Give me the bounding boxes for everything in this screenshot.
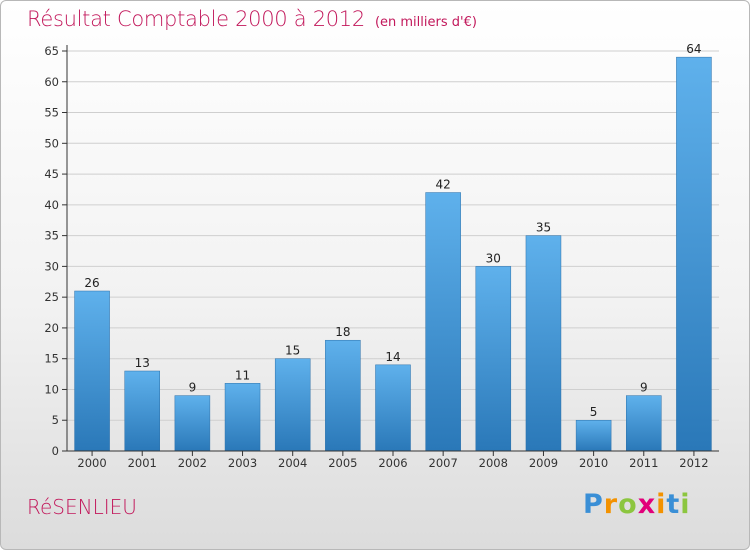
data-label: 9: [189, 381, 197, 395]
data-label: 14: [385, 350, 400, 364]
data-label: 35: [536, 221, 551, 235]
x-tick-label: 2008: [479, 456, 508, 470]
bar: [325, 339, 361, 452]
y-tick-label: 50: [44, 136, 59, 150]
data-label: 11: [235, 368, 250, 382]
bar: [676, 56, 712, 452]
y-tick-label: 30: [44, 259, 59, 273]
x-tick-label: 2012: [679, 456, 708, 470]
logo-letter: r: [603, 489, 619, 520]
bar: [224, 383, 261, 452]
logo-letter: t: [666, 489, 681, 520]
y-tick-label: 60: [44, 75, 59, 89]
y-tick-label: 25: [44, 290, 59, 304]
logo-letter: x: [637, 489, 657, 520]
x-tick-label: 2006: [378, 456, 407, 470]
y-tick-label: 40: [44, 198, 59, 212]
logo-letter: P: [583, 489, 604, 520]
x-tick-label: 2004: [278, 456, 307, 470]
x-tick-label: 2011: [629, 456, 658, 470]
bar: [425, 192, 461, 452]
y-tick-label: 5: [52, 413, 59, 427]
bar: [375, 364, 411, 452]
bars: [74, 56, 712, 452]
labels: 2000 26 2001 13 2002 9 2003 11 2004 15 2005 18 2006 1…: [77, 42, 708, 470]
x-tick-label: 2003: [228, 456, 257, 470]
title-unit: (en milliers d'€): [374, 15, 477, 30]
data-label: 18: [335, 325, 350, 339]
bar: [174, 395, 211, 452]
y-tick-label: 65: [44, 44, 59, 58]
bar: [475, 266, 512, 452]
x-tick-label: 2001: [128, 456, 157, 470]
data-label: 42: [436, 178, 451, 192]
logo-letter: i: [680, 489, 691, 520]
data-label: 13: [135, 356, 150, 370]
title-main: Résultat Comptable 2000 à 2012: [27, 7, 365, 31]
data-label: 15: [285, 344, 300, 358]
x-tick-label: 2009: [529, 456, 558, 470]
chart-title: Résultat Comptable 2000 à 2012 (en millie…: [27, 7, 477, 31]
y-tick-label: 45: [44, 167, 59, 181]
city-name: RéSENLIEU: [27, 495, 137, 519]
y-tick-label: 35: [44, 229, 59, 243]
y-tick-label: 15: [44, 352, 59, 366]
y-tick-label: 20: [44, 321, 59, 335]
y-tick-label: 55: [44, 106, 59, 120]
data-label: 30: [486, 251, 501, 265]
x-tick-label: 2007: [429, 456, 458, 470]
logo-letter: o: [618, 489, 638, 520]
bar: [525, 235, 562, 452]
x-tick-label: 2002: [178, 456, 207, 470]
y-tick-label: 10: [44, 382, 59, 396]
bar: [274, 358, 311, 452]
x-tick-label: 2010: [579, 456, 608, 470]
logo-letter: i: [656, 489, 667, 520]
bar: [626, 395, 662, 452]
bar: [74, 290, 110, 452]
data-label: 5: [590, 405, 598, 419]
x-tick-label: 2000: [77, 456, 106, 470]
proxiti-logo[interactable]: Proxiti: [583, 489, 691, 520]
bar: [124, 370, 160, 452]
data-label: 26: [84, 276, 99, 290]
x-tick-label: 2005: [328, 456, 357, 470]
bar: [575, 419, 612, 452]
data-label: 64: [686, 42, 701, 56]
axes: 0 5 10 15 20 25 30 35 40 45 50 55 60 65: [44, 44, 719, 458]
data-label: 9: [640, 381, 648, 395]
y-tick-label: 0: [52, 444, 59, 458]
